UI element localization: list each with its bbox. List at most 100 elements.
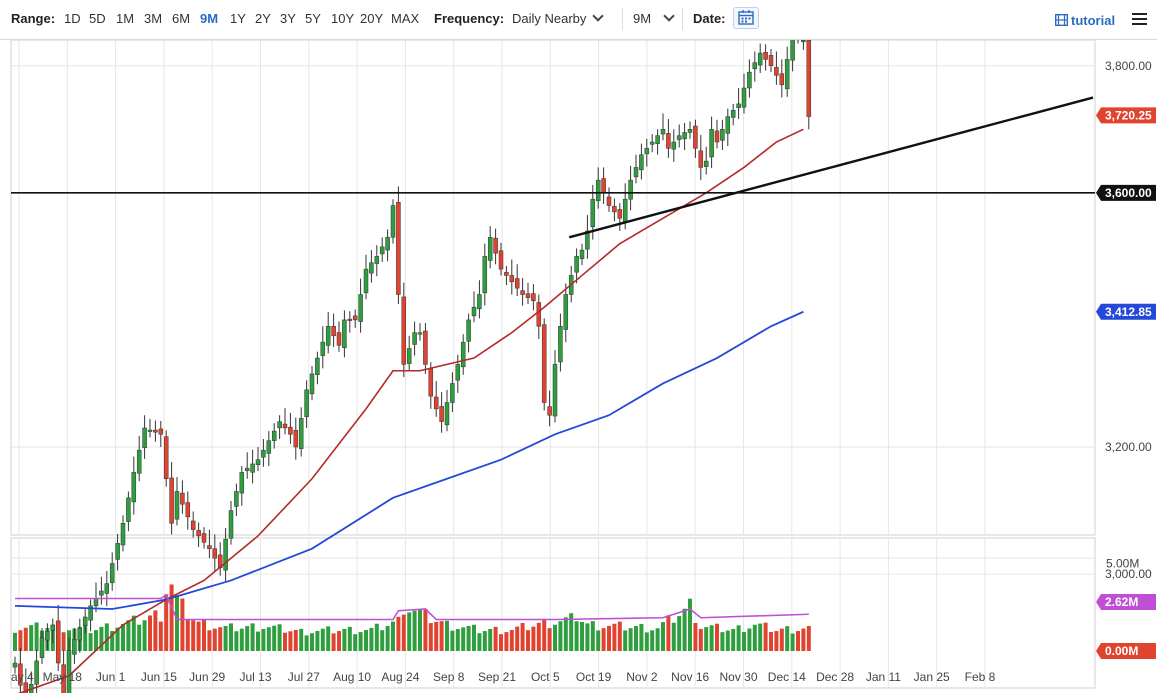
candle-body: [228, 510, 234, 539]
candle-body: [504, 272, 509, 276]
last-price-badge: 3,720.25: [1096, 107, 1156, 124]
candle-body: [412, 332, 417, 345]
range-button-20y[interactable]: 20Y: [360, 11, 384, 26]
candle: [50, 618, 56, 644]
range-button-6m[interactable]: 6M: [172, 11, 191, 26]
candle-body: [239, 472, 245, 494]
candle: [504, 265, 509, 285]
volume-bar: [558, 621, 563, 651]
candle-body: [444, 402, 450, 426]
candle: [525, 282, 531, 305]
candle: [790, 40, 795, 72]
frequency-dropdown[interactable]: Daily Nearby: [512, 10, 605, 27]
candle: [271, 423, 277, 449]
range-button-5y[interactable]: 5Y: [305, 11, 321, 26]
moving-average-badge-shape: [1096, 303, 1156, 320]
candle: [207, 529, 212, 559]
x-tick-label: ay 4: [11, 670, 34, 684]
candle-body: [131, 472, 137, 503]
date-picker-button[interactable]: [733, 7, 759, 29]
candle-body: [423, 330, 428, 365]
candle-body: [207, 545, 212, 549]
candle: [374, 245, 380, 277]
volume-bar: [531, 626, 536, 651]
candle: [136, 435, 142, 482]
candle: [255, 447, 261, 472]
candle-body: [120, 522, 126, 546]
volume-bar: [121, 624, 125, 651]
volume-bar: [196, 621, 201, 651]
candle: [757, 43, 763, 73]
volume-bar: [515, 626, 520, 651]
x-tick-label: Sep 21: [478, 670, 516, 684]
range-button-1m[interactable]: 1M: [116, 11, 135, 26]
candle: [450, 372, 455, 413]
range-button-max[interactable]: MAX: [391, 11, 420, 26]
film-icon: [1054, 13, 1069, 27]
candle: [471, 291, 477, 323]
volume-bar: [396, 616, 401, 651]
candle: [574, 248, 579, 284]
volume-bar: [364, 630, 368, 651]
range-button-1y[interactable]: 1Y: [230, 11, 246, 26]
candle: [698, 134, 704, 181]
candle-body: [639, 154, 644, 171]
volume-bar: [202, 620, 206, 651]
candle: [747, 59, 752, 98]
candle-body: [282, 423, 288, 429]
volume-bar: [742, 632, 746, 651]
volume-bar: [704, 627, 709, 651]
volume-zero-badge-shape: [1096, 643, 1156, 659]
x-tick-label: Oct 5: [531, 670, 560, 684]
candle: [390, 199, 396, 244]
volume-bar: [153, 610, 158, 651]
volume-bar: [596, 630, 601, 651]
candle: [741, 73, 747, 114]
volume-bar: [553, 624, 557, 651]
candle-body: [595, 179, 601, 202]
candle-body: [676, 135, 682, 140]
candle-body: [784, 59, 790, 90]
range-button-5d[interactable]: 5D: [89, 11, 106, 26]
candle-body: [574, 256, 579, 273]
candle-body: [379, 246, 385, 255]
candle-body: [347, 318, 353, 321]
volume-bar: [299, 628, 304, 651]
volume-bar: [29, 625, 34, 651]
range-button-1d[interactable]: 1D: [64, 11, 81, 26]
price-chart[interactable]: 3,800.003,600.003,200.003,000.002,800.00…: [0, 40, 1157, 693]
chevron-down-icon: [663, 10, 675, 22]
range-button-3y[interactable]: 3Y: [280, 11, 296, 26]
volume-bar: [488, 628, 493, 651]
candle: [12, 656, 18, 674]
tutorial-link[interactable]: tutorial: [1054, 13, 1115, 28]
volume-bar: [185, 619, 190, 651]
volume-bar: [439, 621, 444, 651]
candle-body: [212, 548, 218, 559]
volume-bar: [752, 624, 757, 651]
candle-body: [136, 449, 142, 474]
candle: [606, 187, 612, 212]
volume-bar: [763, 622, 768, 651]
candle-body: [455, 364, 461, 381]
range-button-10y[interactable]: 10Y: [331, 11, 355, 26]
candle: [806, 40, 812, 130]
candle-body: [277, 421, 282, 429]
candle: [277, 415, 282, 439]
volume-bar: [504, 632, 509, 651]
volume-bar: [612, 623, 617, 651]
volume-bar: [131, 615, 136, 651]
volume-bar: [412, 610, 417, 651]
candle: [633, 154, 639, 184]
volume-bar: [320, 628, 325, 651]
volume-bar: [520, 623, 525, 651]
period-dropdown[interactable]: 9M: [633, 10, 675, 27]
candle: [752, 51, 758, 82]
candle-body: [163, 436, 169, 480]
range-button-3m[interactable]: 3M: [144, 11, 163, 26]
price-badges: 3,720.25 3,600.00 3,412.85 2.62M 0.00M: [1096, 107, 1156, 659]
range-button-2y[interactable]: 2Y: [255, 11, 271, 26]
candle-body: [82, 616, 88, 626]
hamburger-menu-icon[interactable]: [1132, 13, 1147, 26]
range-button-9m[interactable]: 9M: [200, 11, 219, 26]
